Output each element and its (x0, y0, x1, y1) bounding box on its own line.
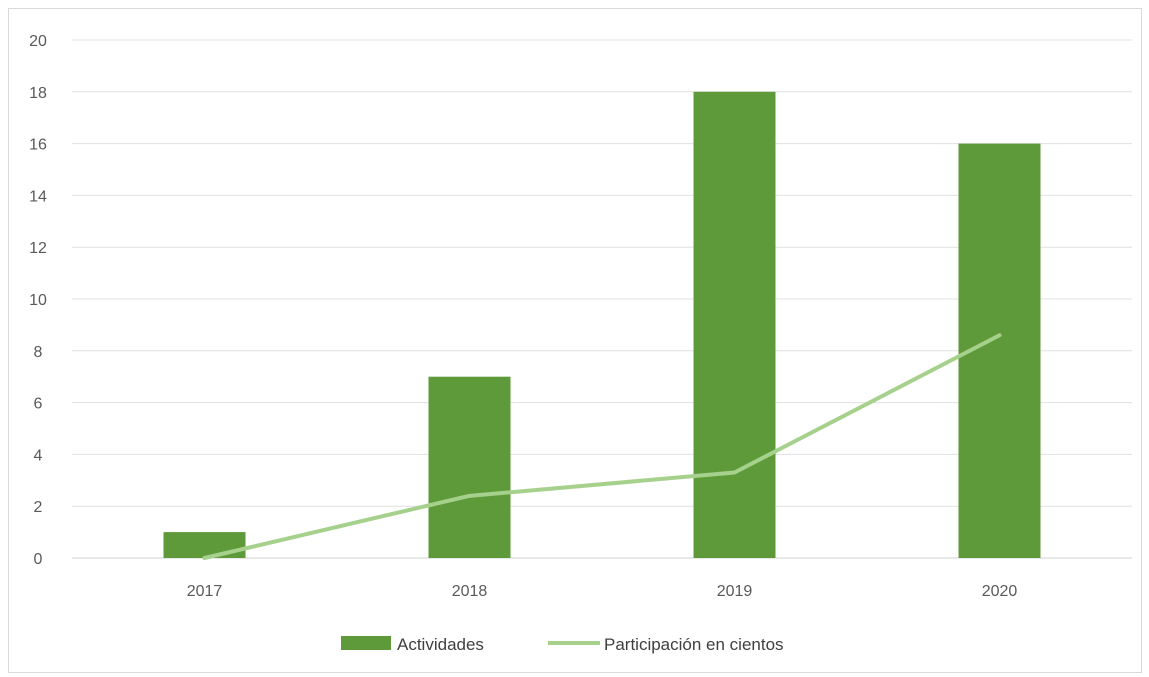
y-tick-label: 8 (34, 344, 43, 361)
y-tick-label: 10 (29, 292, 47, 309)
y-tick-label: 4 (34, 447, 43, 464)
gridlines (72, 39, 1132, 559)
chart-frame (8, 8, 1142, 673)
y-tick-label: 0 (34, 551, 43, 568)
x-tick-label: 2017 (187, 583, 223, 600)
legend: Actividades Participación en cientos (341, 635, 784, 654)
bar-actividades-2017 (163, 532, 246, 558)
line-participacion (202, 333, 1002, 560)
bars-actividades (163, 91, 1041, 559)
x-tick-label: 2019 (717, 583, 753, 600)
bar-actividades-2018 (428, 376, 511, 558)
bar-actividades-2019 (693, 91, 776, 559)
y-tick-label: 16 (29, 137, 47, 154)
y-tick-label: 14 (29, 188, 47, 205)
y-tick-label: 6 (34, 396, 43, 413)
x-tick-label: 2020 (982, 583, 1018, 600)
legend-label-actividades: Actividades (397, 635, 484, 654)
y-tick-label: 12 (29, 240, 47, 257)
legend-swatch-actividades (341, 636, 391, 650)
x-axis-ticks: 2017 2018 2019 2020 (187, 583, 1018, 600)
y-tick-label: 20 (29, 33, 47, 50)
y-axis-ticks: 0 2 4 6 8 10 12 14 16 18 20 (29, 33, 47, 568)
y-tick-label: 18 (29, 85, 47, 102)
y-tick-label: 2 (34, 499, 43, 516)
x-tick-label: 2018 (452, 583, 488, 600)
legend-label-participacion: Participación en cientos (604, 635, 784, 654)
line-participacion-path (202, 333, 1002, 560)
